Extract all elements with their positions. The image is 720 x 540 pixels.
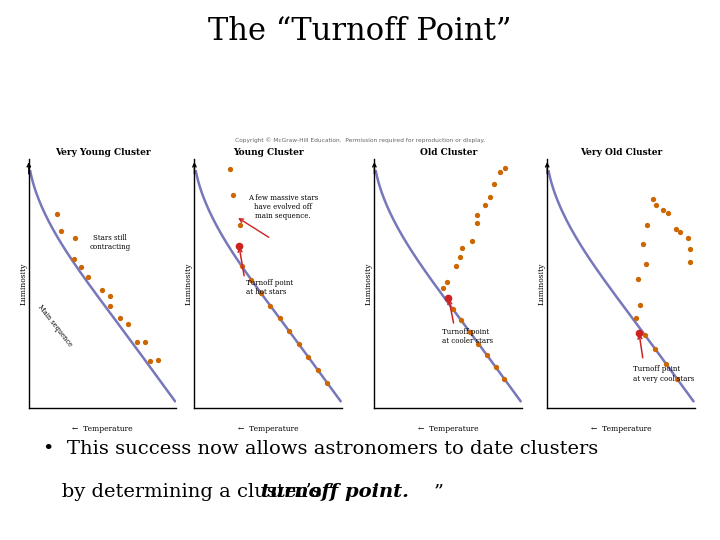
- Text: ←  Temperature: ← Temperature: [238, 425, 299, 433]
- Text: A few massive stars
have evolved off
main sequence.: A few massive stars have evolved off mai…: [248, 194, 318, 220]
- Text: turnoff point.: turnoff point.: [261, 483, 408, 501]
- Y-axis label: Luminosity: Luminosity: [19, 262, 27, 305]
- Title: Very Young Cluster: Very Young Cluster: [55, 148, 150, 157]
- Text: Turnoff point
at hot stars: Turnoff point at hot stars: [246, 279, 293, 296]
- Text: by determining a cluster’s “: by determining a cluster’s “: [43, 483, 338, 501]
- Text: Stars still
contracting: Stars still contracting: [89, 234, 130, 251]
- Title: Very Old Cluster: Very Old Cluster: [580, 148, 662, 157]
- Y-axis label: Luminosity: Luminosity: [365, 262, 373, 305]
- Title: Old Cluster: Old Cluster: [420, 148, 477, 157]
- Y-axis label: Luminosity: Luminosity: [538, 262, 546, 305]
- Y-axis label: Luminosity: Luminosity: [185, 262, 193, 305]
- Text: The “Turnoff Point”: The “Turnoff Point”: [208, 16, 512, 47]
- Text: •  This success now allows astronomers to date clusters: • This success now allows astronomers to…: [43, 440, 598, 458]
- Text: ←  Temperature: ← Temperature: [590, 425, 652, 433]
- Text: Copyright © McGraw-Hill Education.  Permission required for reproduction or disp: Copyright © McGraw-Hill Education. Permi…: [235, 138, 485, 143]
- Title: Young Cluster: Young Cluster: [233, 148, 304, 157]
- Text: Turnoff point
at cooler stars: Turnoff point at cooler stars: [442, 328, 493, 346]
- Text: ”: ”: [433, 483, 444, 501]
- Text: ←  Temperature: ← Temperature: [72, 425, 133, 433]
- Text: Turnoff point
at very cool stars: Turnoff point at very cool stars: [633, 366, 694, 383]
- Text: ←  Temperature: ← Temperature: [418, 425, 479, 433]
- Text: Main sequence: Main sequence: [37, 303, 74, 349]
